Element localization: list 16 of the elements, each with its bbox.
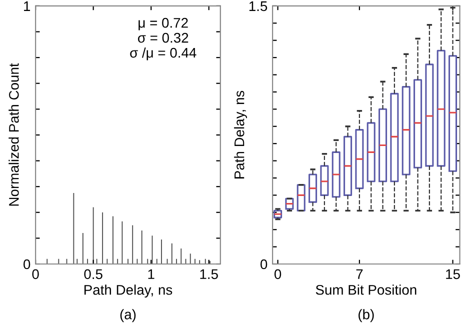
x-tick-label: 7 [356, 269, 363, 279]
x-axis-title: Sum Bit Position [316, 284, 416, 295]
x-tick-label: 1.5 [200, 269, 218, 280]
text: (a) [120, 309, 136, 322]
x-tick-label: 0 [32, 269, 39, 280]
x-tick-label: 0.5 [84, 269, 102, 280]
annotation: μ = 0.72 [138, 18, 188, 30]
x-tick-label: 1 [148, 269, 154, 279]
annotation: σ /μ = 0.44 [130, 47, 196, 60]
y-axis-title: Path Delay, ns [234, 90, 247, 178]
text: (b) [358, 309, 374, 322]
annotation: σ = 0.32 [138, 32, 188, 43]
x-axis-title: Path Delay, ns [84, 284, 172, 298]
x-tick-label: 0 [274, 269, 282, 280]
y-axis-title: Normalized Path Count [8, 63, 19, 206]
x-tick-label: 15 [446, 269, 460, 280]
